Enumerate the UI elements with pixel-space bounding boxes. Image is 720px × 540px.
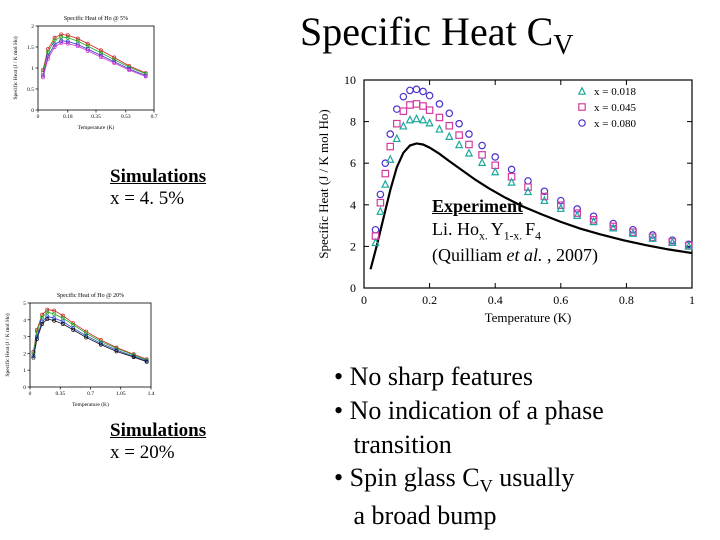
sim-chart-2: 0 0.35 0.7 1.05 1.4 0 1 2 3 4 5 Specific Heat of Ho… xyxy=(2,289,157,409)
svg-text:0: 0 xyxy=(31,108,34,114)
sim-chart-1: 0 0.18 0.35 0.53 0.7 0 0.5 1 1.5 2 Specific Heat o… xyxy=(10,12,160,132)
svg-text:Specific Heat (J / K mol Ho): Specific Heat (J / K mol Ho) xyxy=(4,313,11,376)
sim-chart-1-svg: 0 0.18 0.35 0.53 0.7 0 0.5 1 1.5 2 Specific Heat o… xyxy=(10,12,160,132)
svg-text:0: 0 xyxy=(350,281,356,295)
svg-text:4: 4 xyxy=(23,318,26,324)
svg-text:x = 0.080: x = 0.080 xyxy=(594,118,636,130)
svg-text:1.5: 1.5 xyxy=(27,45,34,51)
bullet-3: transition xyxy=(334,428,604,462)
title-sub: V xyxy=(553,30,573,61)
sim2-under: Simulations xyxy=(110,420,206,441)
svg-text:0: 0 xyxy=(23,385,26,391)
svg-text:Temperature (K): Temperature (K) xyxy=(72,401,109,408)
svg-text:1: 1 xyxy=(31,66,34,72)
svg-text:0.2: 0.2 xyxy=(422,293,437,307)
sim1-under: Simulations xyxy=(110,166,206,187)
svg-text:1.4: 1.4 xyxy=(148,391,155,397)
svg-text:Temperature (K): Temperature (K) xyxy=(485,310,572,325)
svg-text:4: 4 xyxy=(350,198,356,212)
svg-text:8: 8 xyxy=(350,115,356,129)
sim2-x: x = 20% xyxy=(110,442,175,463)
ct2: et al. xyxy=(507,245,548,265)
sim-label-2: Simulations x = 20% xyxy=(110,420,206,464)
svg-text:2: 2 xyxy=(23,351,26,357)
svg-text:Specific Heat of Ho @ 20%: Specific Heat of Ho @ 20% xyxy=(57,292,124,299)
c1: Li. Ho xyxy=(432,219,479,239)
svg-text:2: 2 xyxy=(350,239,356,253)
page-title: Specific Heat CV xyxy=(300,8,573,62)
svg-text:0.7: 0.7 xyxy=(87,391,94,397)
svg-text:x = 0.045: x = 0.045 xyxy=(594,102,636,114)
bullet-2: • No indication of a phase xyxy=(334,394,604,428)
svg-text:5: 5 xyxy=(23,301,26,307)
exp-compound: Li. Hox. Y1-x. F4 xyxy=(432,219,541,239)
svg-text:6: 6 xyxy=(350,156,356,170)
svg-text:3: 3 xyxy=(23,335,26,341)
svg-text:0.53: 0.53 xyxy=(121,114,131,120)
c4: 1-x. xyxy=(504,229,525,242)
title-text: Specific Heat C xyxy=(300,9,553,54)
svg-text:0.8: 0.8 xyxy=(619,293,634,307)
svg-text:Specific Heat (J / K mol Ho): Specific Heat (J / K mol Ho) xyxy=(12,36,19,99)
svg-text:Specific Heat (J / K mol Ho): Specific Heat (J / K mol Ho) xyxy=(316,109,331,258)
svg-text:0.4: 0.4 xyxy=(488,293,503,307)
svg-text:0: 0 xyxy=(361,293,367,307)
ct3: , 2007) xyxy=(547,245,598,265)
bullet-1: • No sharp features xyxy=(334,360,604,394)
svg-text:0.35: 0.35 xyxy=(91,114,101,120)
exp-citation: (Quilliam et al. , 2007) xyxy=(432,245,598,265)
bullet-5: a broad bump xyxy=(334,499,604,533)
c5: F xyxy=(525,219,535,239)
bullet-4: • Spin glass CV usually xyxy=(334,461,604,499)
svg-text:2: 2 xyxy=(31,24,34,30)
svg-text:0: 0 xyxy=(29,391,32,397)
c2: x. xyxy=(479,229,491,242)
exp-under: Experiment xyxy=(432,196,523,216)
svg-text:0: 0 xyxy=(37,114,40,120)
sim1-x: x = 4. 5% xyxy=(110,188,184,209)
svg-text:0.6: 0.6 xyxy=(553,293,568,307)
c3: Y xyxy=(491,219,504,239)
svg-text:10: 10 xyxy=(344,73,356,87)
svg-text:0.7: 0.7 xyxy=(151,114,158,120)
svg-text:x = 0.018: x = 0.018 xyxy=(594,86,636,98)
svg-text:0.5: 0.5 xyxy=(27,87,34,93)
svg-text:Temperature (K): Temperature (K) xyxy=(78,124,115,131)
b4s: V xyxy=(480,477,493,497)
ct1: (Quilliam xyxy=(432,245,507,265)
svg-text:0.18: 0.18 xyxy=(63,114,73,120)
svg-text:1: 1 xyxy=(23,368,26,374)
bullets: • No sharp features • No indication of a… xyxy=(334,360,604,533)
svg-text:Specific Heat of Ho @ 5%: Specific Heat of Ho @ 5% xyxy=(64,15,128,22)
svg-text:0.35: 0.35 xyxy=(55,391,65,397)
exp-label-box: Experiment Li. Hox. Y1-x. F4 (Quilliam e… xyxy=(432,195,598,266)
svg-text:1.05: 1.05 xyxy=(116,391,126,397)
sim-chart-2-svg: 0 0.35 0.7 1.05 1.4 0 1 2 3 4 5 Specific Heat of Ho… xyxy=(2,289,157,409)
svg-text:1: 1 xyxy=(689,293,695,307)
sim-label-1: Simulations x = 4. 5% xyxy=(110,166,206,210)
b4b: usually xyxy=(493,463,575,492)
b4a: • Spin glass C xyxy=(334,463,480,492)
c6: 4 xyxy=(535,229,541,242)
